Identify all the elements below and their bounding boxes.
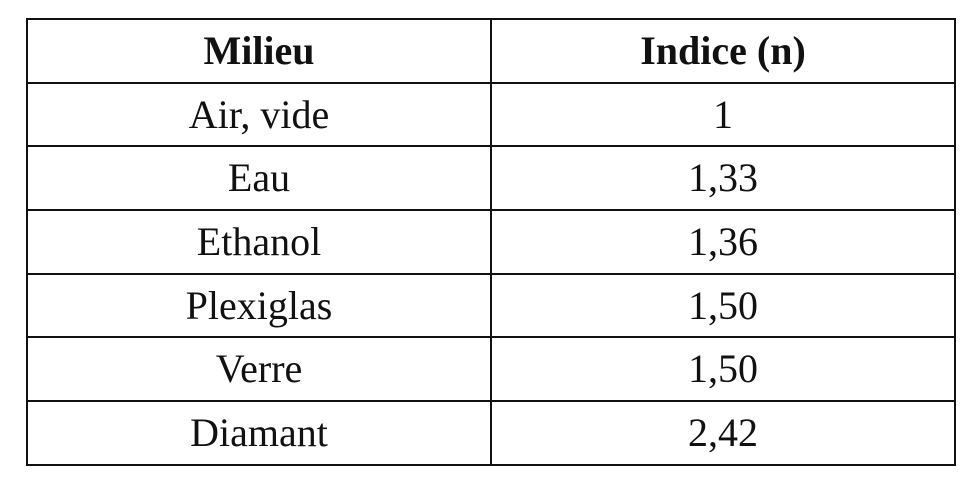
cell-medium: Verre	[26, 336, 492, 403]
table-row: Eau 1,33	[26, 145, 956, 212]
header-medium: Milieu	[26, 18, 492, 84]
cell-medium: Ethanol	[26, 209, 492, 275]
cell-index: 1	[490, 81, 956, 148]
table-row: Air, vide 1	[26, 81, 956, 148]
cell-medium: Eau	[26, 145, 492, 212]
cell-index: 1,50	[490, 272, 956, 339]
cell-medium: Diamant	[26, 400, 492, 466]
cell-medium: Plexiglas	[26, 272, 492, 339]
table-row: Plexiglas 1,50	[26, 272, 956, 339]
cell-index: 1,50	[490, 336, 956, 403]
header-index: Indice (n)	[490, 18, 956, 84]
table-header: Milieu Indice (n)	[26, 18, 956, 84]
refractive-index-table-container: Milieu Indice (n) Air, vide 1 Eau 1,33 E…	[26, 18, 956, 466]
table-body: Air, vide 1 Eau 1,33 Ethanol 1,36 Plexig…	[26, 81, 956, 466]
cell-index: 2,42	[490, 400, 956, 466]
header-row: Milieu Indice (n)	[26, 18, 956, 84]
cell-index: 1,36	[490, 209, 956, 275]
cell-medium: Air, vide	[26, 81, 492, 148]
table-row: Ethanol 1,36	[26, 209, 956, 275]
table-row: Verre 1,50	[26, 336, 956, 403]
cell-index: 1,33	[490, 145, 956, 212]
table-row: Diamant 2,42	[26, 400, 956, 466]
refractive-index-table: Milieu Indice (n) Air, vide 1 Eau 1,33 E…	[26, 18, 956, 466]
